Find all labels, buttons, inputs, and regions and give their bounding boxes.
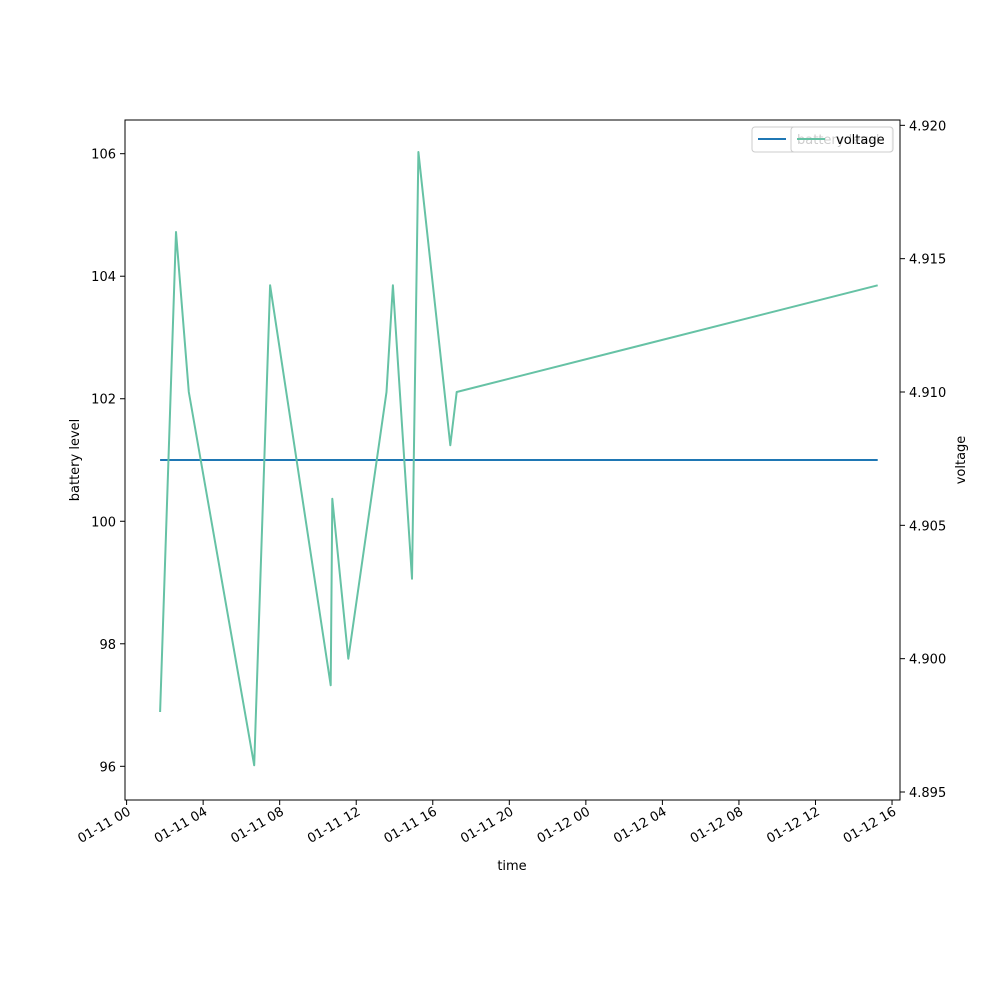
x-axis-title: time (497, 859, 526, 874)
x-tick-label: 01-11 08 (229, 804, 287, 846)
y-left-tick-label: 106 (91, 148, 116, 163)
y-right-tick-label: 4.895 (909, 786, 946, 801)
x-tick-label: 01-12 00 (535, 804, 593, 846)
y-right-tick-label: 4.905 (909, 519, 946, 534)
y-left-tick-label: 104 (91, 270, 116, 285)
y-right-tick-label: 4.920 (909, 119, 946, 134)
y-left-tick-label: 98 (99, 638, 116, 653)
legend-voltage-label: voltage (836, 133, 885, 148)
y-axis-title-left: battery level (68, 419, 83, 502)
x-tick-label: 01-12 04 (611, 804, 669, 846)
x-tick-label: 01-11 00 (75, 804, 133, 846)
y-right-tick-label: 4.915 (909, 253, 946, 268)
x-tick-label: 01-11 04 (152, 804, 210, 846)
x-tick-label: 01-11 20 (458, 804, 516, 846)
y-left-tick-label: 96 (99, 760, 116, 775)
legend-voltage: voltage (790, 126, 894, 153)
x-tick-label: 01-11 16 (382, 804, 440, 846)
series-line-voltage (159, 151, 878, 767)
y-left-tick-label: 100 (91, 515, 116, 530)
y-right-tick-label: 4.910 (909, 386, 946, 401)
y-left-tick-label: 102 (91, 393, 116, 408)
y-right-tick-label: 4.900 (909, 653, 946, 668)
x-tick-label: 01-12 08 (688, 804, 746, 846)
x-tick-label: 01-11 12 (305, 804, 363, 846)
x-tick-label: 01-12 12 (764, 804, 822, 846)
plot-frame (124, 119, 901, 801)
x-tick-label: 01-12 16 (841, 804, 899, 846)
y-axis-title-right: voltage (954, 436, 969, 485)
